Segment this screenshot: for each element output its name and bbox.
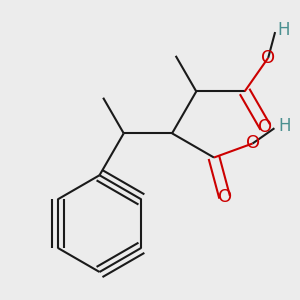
Text: O: O — [218, 188, 232, 206]
Text: H: H — [277, 21, 290, 39]
Text: O: O — [261, 49, 275, 67]
Text: H: H — [279, 117, 291, 135]
Text: O: O — [258, 118, 272, 136]
Text: O: O — [246, 134, 260, 152]
